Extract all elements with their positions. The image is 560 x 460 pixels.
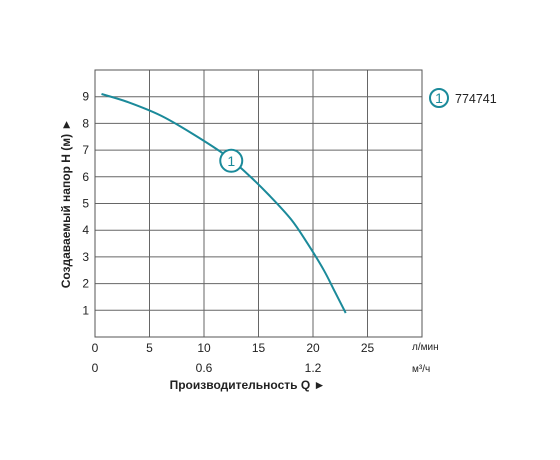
grid xyxy=(95,70,422,337)
series-layer: 1 xyxy=(101,93,347,314)
legend-entry-label: 774741 xyxy=(455,92,497,106)
legend: 1 774741 xyxy=(429,88,497,108)
y-tick-label: 2 xyxy=(82,277,89,291)
legend-marker-label: 1 xyxy=(435,90,443,106)
x2-axis-unit: м³/ч xyxy=(412,364,430,375)
y-tick-label: 4 xyxy=(82,223,89,237)
x2-axis-ticks: 0 0.6 1.2 xyxy=(92,361,322,375)
y-tick-label: 9 xyxy=(82,90,89,104)
x-tick-label: 25 xyxy=(361,341,375,355)
x2-tick-label: 1.2 xyxy=(305,361,322,375)
x-tick-label: 5 xyxy=(146,341,153,355)
y-axis-ticks: 1 2 3 4 5 6 7 8 9 xyxy=(82,90,89,318)
series-line-774741 xyxy=(101,93,347,314)
x2-tick-label: 0.6 xyxy=(196,361,213,375)
series-marker-label: 1 xyxy=(227,153,235,169)
x2-tick-label: 0 xyxy=(92,361,99,375)
y-tick-label: 5 xyxy=(82,197,89,211)
x-tick-label: 0 xyxy=(92,341,99,355)
x-tick-label: 10 xyxy=(197,341,211,355)
legend-marker-circle xyxy=(429,88,449,108)
x-axis-unit: л/мин xyxy=(412,342,439,353)
y-tick-label: 3 xyxy=(82,250,89,264)
x-axis-title: Производительность Q ► xyxy=(170,378,326,392)
x-tick-label: 15 xyxy=(252,341,266,355)
plot-border xyxy=(94,69,423,338)
x-tick-label: 20 xyxy=(306,341,320,355)
y-tick-label: 8 xyxy=(82,116,89,130)
y-tick-label: 7 xyxy=(82,143,89,157)
x-axis-ticks: 0 5 10 15 20 25 xyxy=(92,341,375,355)
series-marker-circle xyxy=(219,148,244,173)
y-axis-title: Создаваемый напор Н (м) ► xyxy=(59,119,73,289)
y-tick-label: 1 xyxy=(82,303,89,317)
y-tick-label: 6 xyxy=(82,170,89,184)
